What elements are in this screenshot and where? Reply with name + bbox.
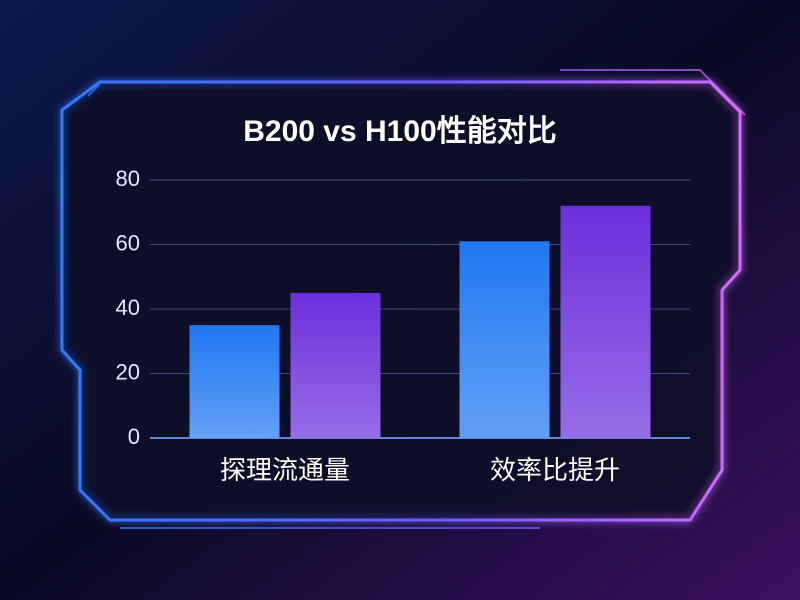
bar	[459, 241, 550, 438]
frame-accent	[87, 69, 746, 529]
y-tick-label: 20	[116, 359, 140, 384]
y-tick-label: 40	[116, 295, 140, 320]
bar	[560, 205, 651, 438]
bar	[189, 325, 280, 438]
bar	[290, 292, 381, 438]
x-tick-label: 效率比提升	[490, 455, 620, 485]
y-tick-label: 80	[116, 166, 140, 191]
y-tick-label: 0	[128, 424, 140, 449]
chart-title: B200 vs H100性能对比	[243, 115, 556, 148]
x-tick-label: 探理流通量	[220, 455, 350, 485]
y-tick-label: 60	[116, 230, 140, 255]
